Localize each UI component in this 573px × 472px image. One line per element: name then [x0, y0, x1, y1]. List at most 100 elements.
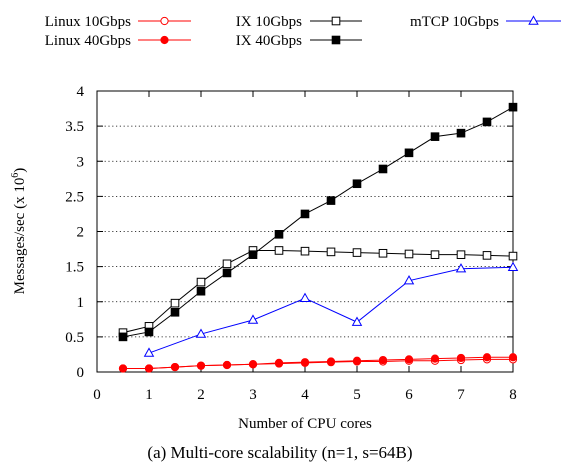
- data-point: [196, 286, 206, 296]
- data-point: [430, 354, 440, 363]
- figure-caption: (a) Multi-core scalability (n=1, s=64B): [147, 443, 412, 462]
- legend-marker: [528, 15, 539, 25]
- data-point: [455, 263, 467, 273]
- data-point: [299, 292, 311, 302]
- data-point: [482, 251, 492, 260]
- data-point: [482, 117, 492, 127]
- series-mtcp-10gbps: [143, 261, 519, 357]
- y-tick-label: 2.5: [65, 189, 84, 205]
- x-tick-label: 8: [509, 387, 517, 403]
- legend-marker: [160, 16, 169, 26]
- data-point: [326, 196, 336, 205]
- data-point: [144, 327, 154, 337]
- series-linux-40gbps: [118, 353, 518, 373]
- data-point: [143, 347, 155, 357]
- data-point: [351, 316, 363, 326]
- data-point: [196, 277, 206, 287]
- legend-item: Linux 10Gbps: [45, 14, 191, 30]
- data-point: [508, 251, 518, 261]
- data-point: [170, 298, 180, 308]
- data-point: [430, 250, 440, 259]
- data-point: [248, 250, 258, 259]
- legend-label: Linux 10Gbps: [45, 14, 131, 30]
- y-tick-label: 1: [77, 295, 85, 311]
- x-tick-label: 7: [457, 387, 465, 403]
- x-tick-label: 5: [353, 387, 361, 403]
- axis-ticks: 0 0.5 1 1.5 2 2.5 3 3.5 4 0 1 2 3 4 5 6 7 8: [65, 84, 517, 403]
- data-point: [378, 248, 388, 258]
- data-point: [144, 364, 154, 373]
- data-point: [456, 128, 466, 138]
- legend-item: Linux 40Gbps: [45, 33, 191, 49]
- data-point: [170, 362, 180, 372]
- data-point: [508, 102, 518, 112]
- y-tick-label: 4: [77, 84, 85, 100]
- x-tick-label: 0: [93, 387, 101, 403]
- data-point: [378, 164, 388, 174]
- data-point: [456, 250, 466, 259]
- gridlines: [97, 125, 513, 338]
- data-point: [248, 360, 258, 369]
- series-line: [123, 356, 513, 369]
- y-tick-label: 0: [77, 365, 85, 381]
- series-line: [148, 266, 514, 354]
- data-point: [222, 259, 232, 269]
- legend-label: mTCP 10Gbps: [410, 14, 499, 30]
- data-point: [118, 332, 128, 342]
- data-point: [222, 360, 232, 370]
- legend-item: IX 40Gbps: [236, 33, 362, 49]
- data-point: [118, 364, 128, 373]
- legend-label: Linux 40Gbps: [45, 33, 131, 49]
- data-point: [403, 275, 415, 285]
- series-line: [122, 106, 514, 338]
- x-tick-label: 4: [301, 387, 309, 403]
- x-tick-label: 6: [405, 387, 413, 403]
- legend-marker: [331, 16, 341, 26]
- data-point: [404, 148, 414, 158]
- data-point: [300, 358, 310, 367]
- y-axis-label: Messages/sec (x 106): [10, 168, 28, 295]
- data-point: [300, 209, 310, 219]
- legend-item: mTCP 10Gbps: [410, 14, 561, 30]
- y-tick-label: 0.5: [65, 330, 84, 346]
- data-point: [352, 356, 362, 365]
- data-point: [430, 132, 440, 141]
- x-tick-label: 1: [145, 387, 153, 403]
- data-point: [170, 307, 180, 317]
- data-point: [352, 179, 362, 189]
- data-point: [456, 353, 466, 363]
- legend: Linux 10Gbps Linux 40Gbps IX 10Gbps IX 40Gb…: [45, 14, 561, 49]
- y-tick-label: 3.5: [65, 119, 84, 135]
- data-point: [274, 358, 284, 367]
- y-tick-label: 3: [77, 154, 85, 170]
- x-tick-label: 3: [249, 387, 257, 403]
- data-point: [482, 353, 492, 362]
- legend-label: IX 40Gbps: [236, 33, 302, 49]
- data-point: [326, 357, 336, 366]
- series-ix-40gbps: [118, 102, 518, 342]
- data-point: [404, 355, 414, 364]
- data-point: [378, 355, 388, 365]
- y-axis-label-group: Messages/sec (x 106): [10, 168, 28, 295]
- x-tick-label: 2: [197, 387, 205, 403]
- data-point: [274, 246, 284, 255]
- y-tick-label: 2: [77, 225, 85, 241]
- y-tick-label: 1.5: [65, 260, 84, 276]
- data-point: [326, 247, 336, 257]
- data-point: [247, 314, 259, 324]
- legend-marker: [160, 35, 169, 45]
- data-point: [196, 361, 206, 370]
- data-point: [222, 268, 232, 278]
- data-point: [195, 328, 207, 338]
- data-point: [352, 248, 362, 257]
- data-point: [300, 246, 310, 256]
- legend-item: IX 10Gbps: [236, 14, 362, 30]
- data-point: [404, 249, 414, 259]
- data-point: [274, 230, 284, 239]
- data-point: [507, 261, 519, 272]
- series-group: [118, 102, 519, 373]
- series-line: [122, 249, 514, 334]
- legend-marker: [331, 35, 341, 45]
- data-point: [508, 353, 518, 362]
